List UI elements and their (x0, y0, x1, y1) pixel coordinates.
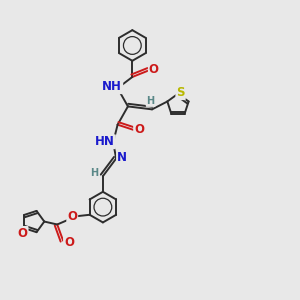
Text: O: O (134, 124, 144, 136)
Text: O: O (64, 236, 74, 249)
Text: H: H (146, 96, 155, 106)
Text: N: N (117, 151, 127, 164)
Text: O: O (67, 210, 77, 223)
Text: HN: HN (95, 135, 115, 148)
Text: NH: NH (102, 80, 122, 93)
Text: O: O (18, 227, 28, 240)
Text: S: S (176, 86, 185, 99)
Text: H: H (91, 168, 99, 178)
Text: O: O (149, 62, 159, 76)
